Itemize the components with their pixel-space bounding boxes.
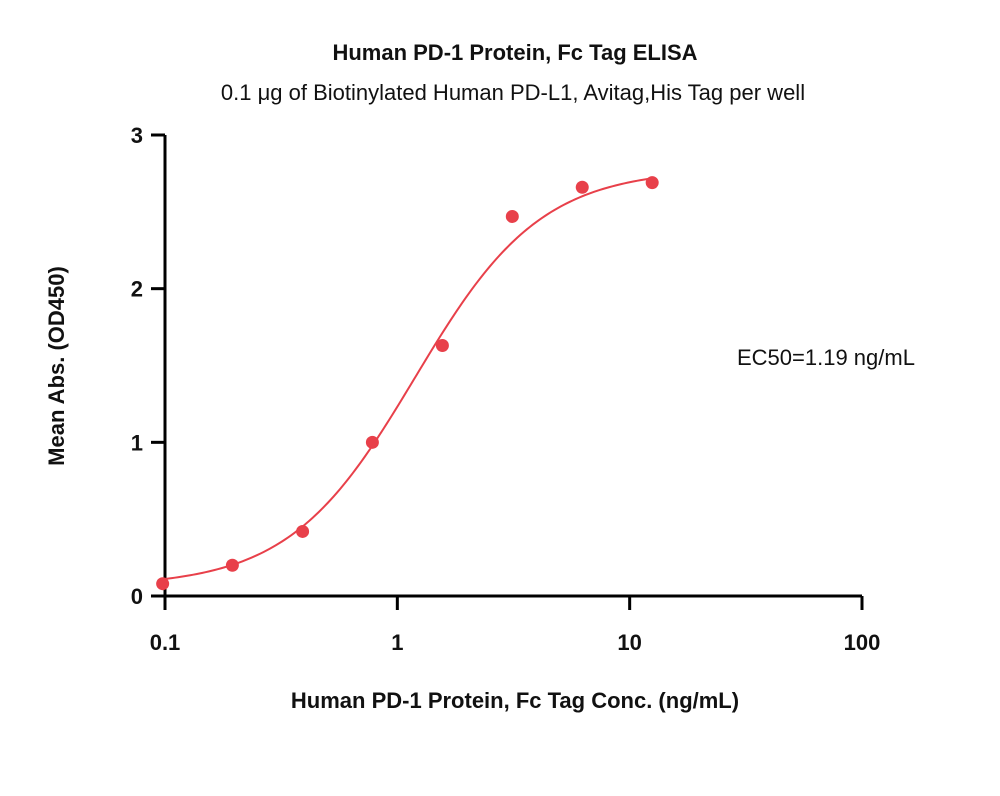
- ec50-annotation: EC50=1.19 ng/mL: [737, 345, 915, 370]
- y-tick-label: 2: [131, 277, 143, 302]
- data-point: [225, 558, 239, 572]
- data-points: [156, 176, 659, 591]
- x-axis-label: Human PD-1 Protein, Fc Tag Conc. (ng/mL): [291, 688, 739, 713]
- data-point: [296, 524, 310, 538]
- x-tick-label: 100: [844, 630, 881, 655]
- y-tick-label: 1: [131, 430, 143, 455]
- y-tick-label: 3: [131, 123, 143, 148]
- x-tick-label: 1: [391, 630, 403, 655]
- axes: 0 1 2 3 0.1 1 10 100: [131, 123, 881, 655]
- x-tick-label: 10: [617, 630, 641, 655]
- chart-subtitle: 0.1 μg of Biotinylated Human PD-L1, Avit…: [221, 80, 805, 105]
- data-point: [505, 209, 519, 223]
- fit-curve-layer: [162, 177, 653, 581]
- x-tick-label: 0.1: [150, 630, 181, 655]
- data-point: [365, 435, 379, 449]
- chart-title: Human PD-1 Protein, Fc Tag ELISA: [332, 40, 697, 65]
- fit-curve: [162, 177, 653, 581]
- y-tick-label: 0: [131, 584, 143, 609]
- data-point: [645, 176, 659, 190]
- data-point: [156, 577, 170, 591]
- data-point: [575, 180, 589, 194]
- y-axis-label: Mean Abs. (OD450): [44, 266, 69, 466]
- data-point: [435, 339, 449, 353]
